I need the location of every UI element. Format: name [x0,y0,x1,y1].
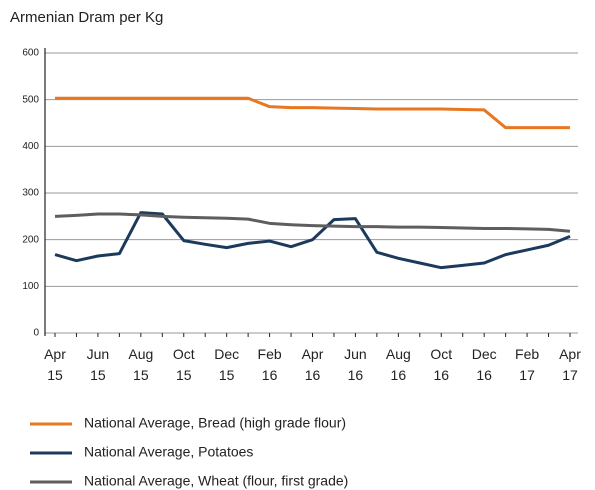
legend-label: National Average, Wheat (flour, first gr… [84,473,348,489]
y-tick-label: 600 [22,48,39,59]
y-tick-label: 100 [22,281,39,292]
x-tick-label: Dec 15 [214,346,239,383]
x-tick-label: Aug 15 [128,346,153,383]
x-tick-label: Dec 16 [472,346,497,383]
y-tick-label: 300 [22,188,39,199]
x-tick-label: Feb 16 [258,346,282,383]
x-tick-label: Jun 15 [87,346,110,383]
y-axis-title: Armenian Dram per Kg [10,9,163,26]
y-tick-label: 200 [22,234,39,245]
x-tick-label: Aug 16 [386,346,411,383]
x-tick-label: Feb 17 [515,346,539,383]
x-tick-label: Apr 15 [44,346,66,383]
series-line [54,212,571,233]
x-tick-label: Oct 15 [173,346,195,383]
x-tick-label: Apr 16 [302,346,324,383]
y-tick-label: 400 [22,141,39,152]
series-line [54,211,571,270]
x-tick-label: Oct 16 [430,346,452,383]
series-line [55,96,570,130]
x-tick-label: Jun 16 [344,346,367,383]
y-tick-label: 500 [22,94,39,105]
legend-label: National Average, Potatoes [84,444,253,460]
y-tick-label: 0 [33,328,39,339]
x-tick-label: Apr 17 [559,346,581,383]
legend-label: National Average, Bread (high grade flou… [84,415,346,431]
